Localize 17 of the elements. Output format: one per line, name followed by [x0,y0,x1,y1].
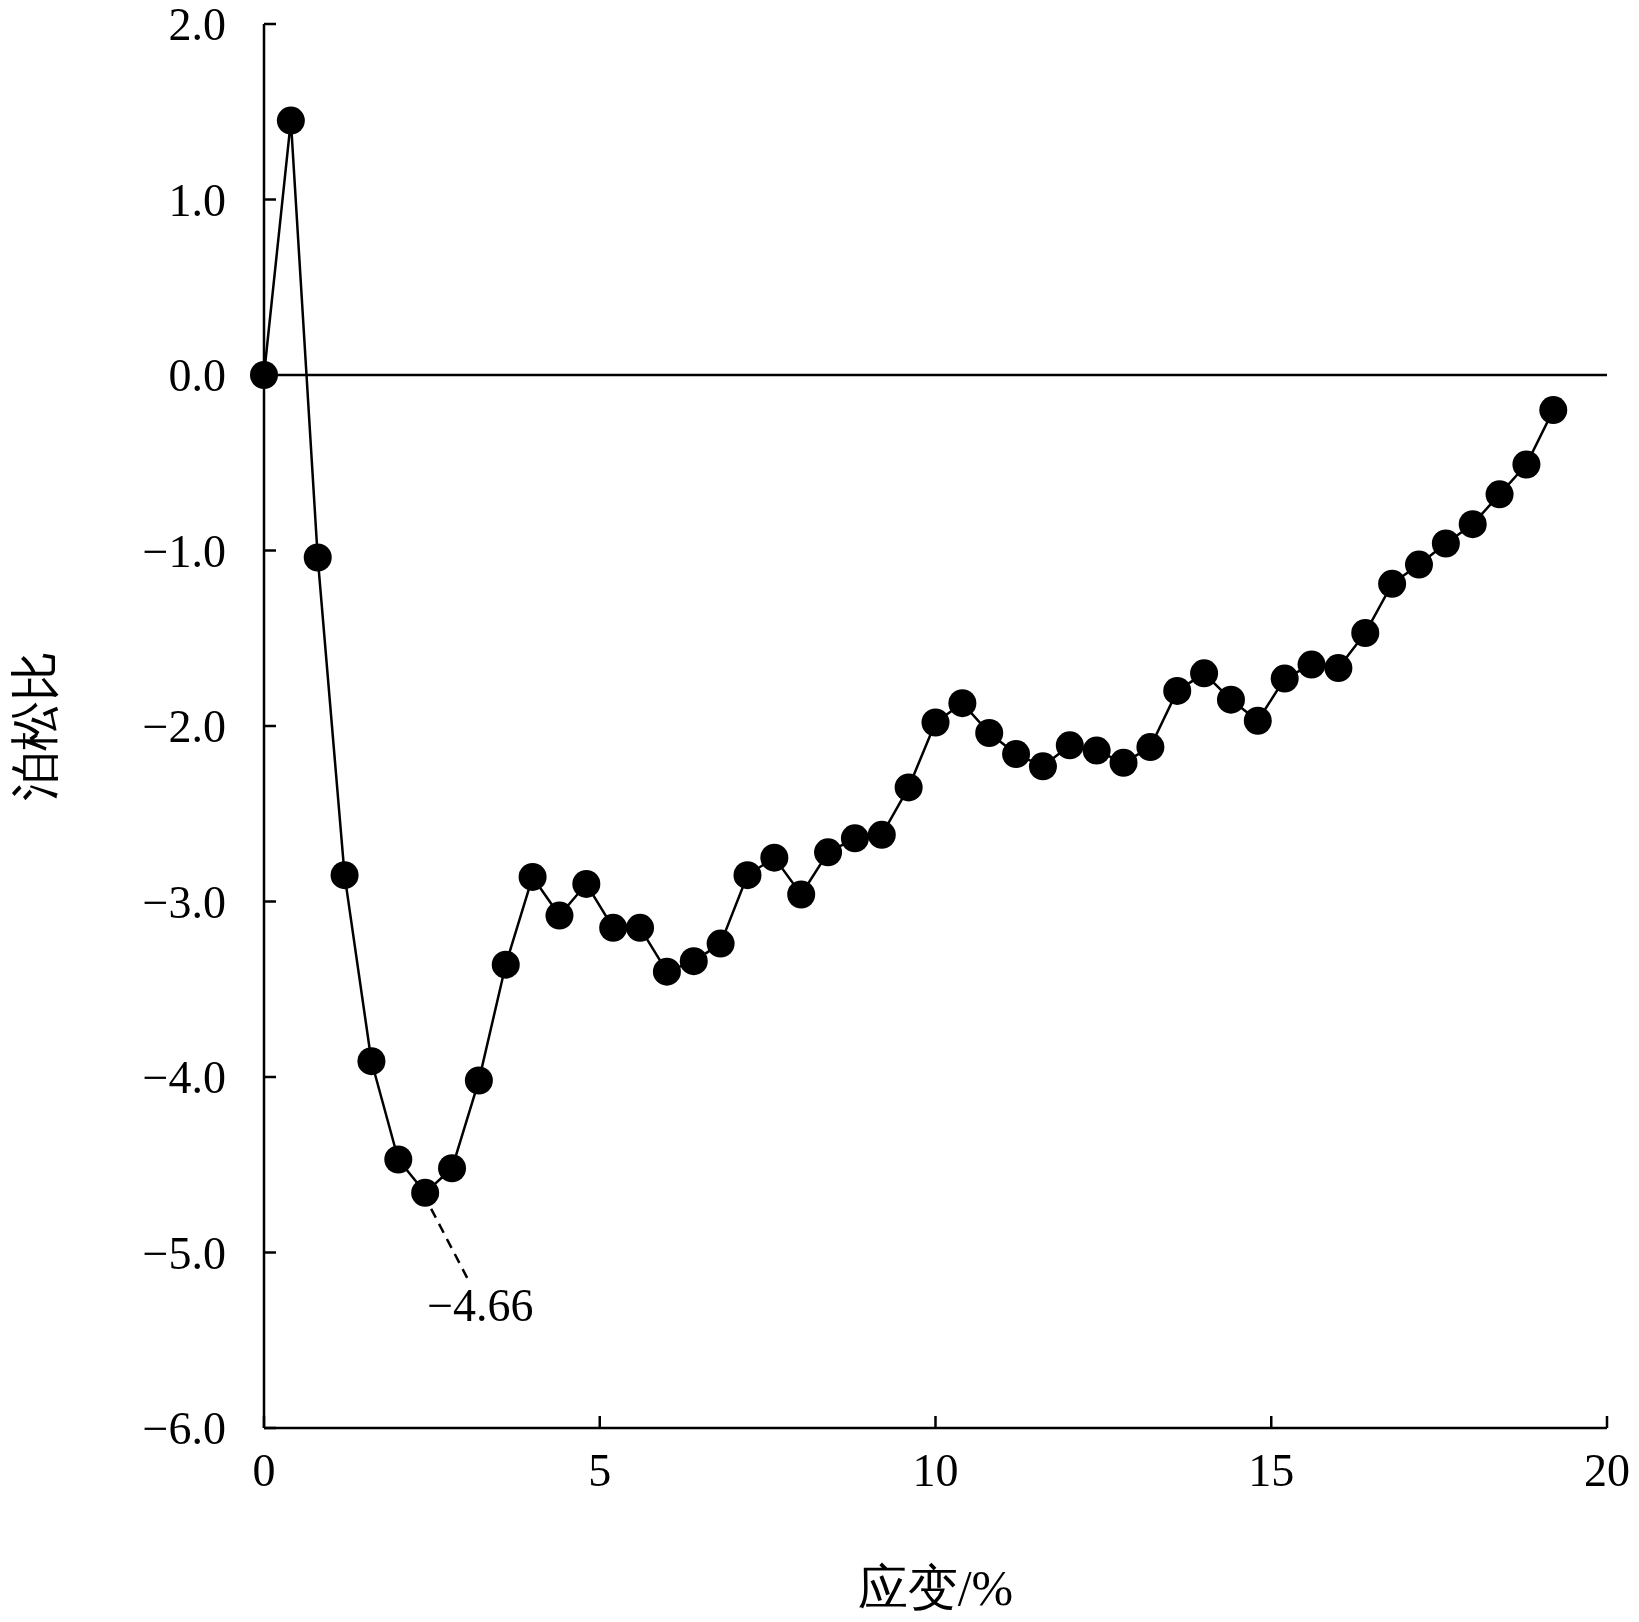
x-tick-label: 5 [588,1445,612,1496]
x-tick-label: 15 [1248,1445,1295,1496]
y-tick-label: 1.0 [168,174,226,226]
annotation: −4.66 [427,1279,534,1331]
y-tick-label: 0.0 [168,350,226,401]
y-tick-label: −1.0 [142,525,226,577]
x-tick-label: 10 [912,1445,959,1496]
y-tick-label: −6.0 [142,1403,226,1454]
y-tick-label: −4.0 [142,1052,226,1103]
x-tick-label: 0 [252,1445,276,1496]
y-tick-label: −3.0 [142,876,226,928]
y-axis-title: 泊松比 [7,651,63,801]
y-tick-label: −5.0 [142,1227,226,1279]
y-tick-label: 2.0 [168,0,226,50]
y-tick-label: −2.0 [142,701,226,752]
x-tick-label: 20 [1584,1445,1630,1496]
x-axis-title: 应变/% [857,1560,1014,1616]
